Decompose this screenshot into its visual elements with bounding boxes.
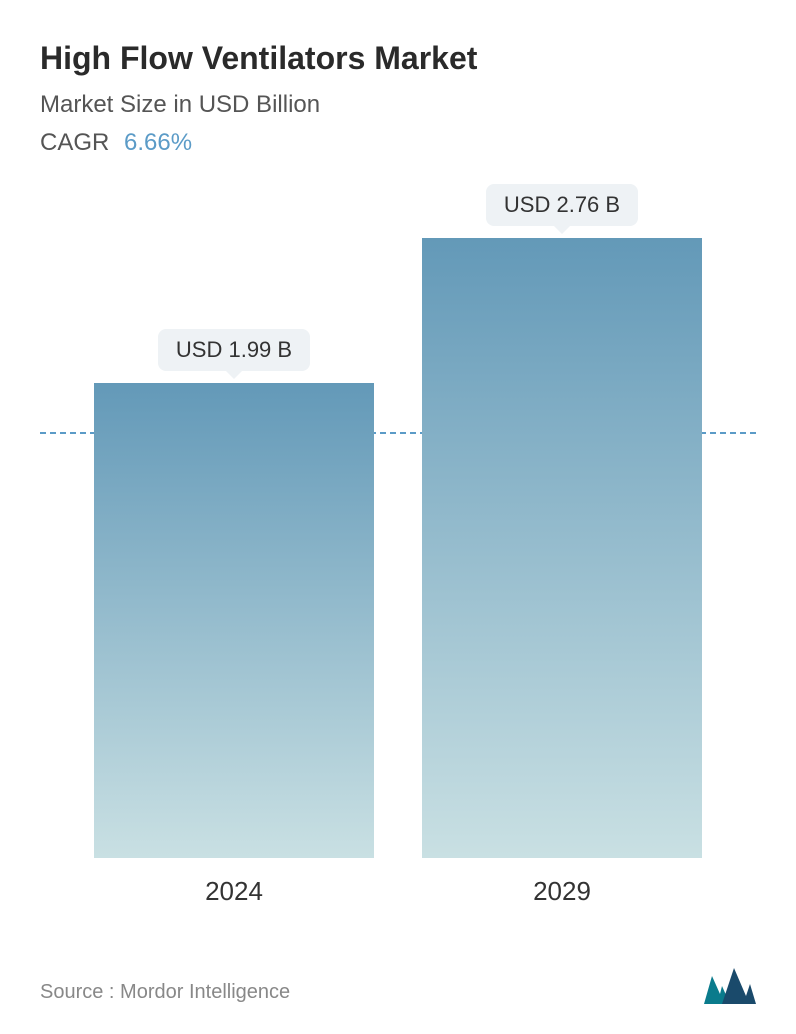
bar-group: USD 2.76 B 2029 — [422, 184, 702, 907]
bars-container: USD 1.99 B2024USD 2.76 B2029 — [40, 227, 756, 907]
bar-value-label: USD 2.76 B — [486, 184, 638, 226]
chart-area: USD 1.99 B2024USD 2.76 B2029 — [40, 227, 756, 907]
chart-title: High Flow Ventilators Market — [40, 40, 756, 77]
chart-footer: Source : Mordor Intelligence — [40, 966, 756, 1004]
mordor-logo-icon — [704, 966, 756, 1004]
cagr-value: 6.66% — [124, 129, 192, 156]
bar — [94, 383, 374, 858]
source-name: Mordor Intelligence — [120, 981, 290, 1003]
source-label: Source : — [40, 981, 114, 1003]
bar-group: USD 1.99 B 2024 — [94, 329, 374, 907]
bar-value-label: USD 1.99 B — [158, 329, 310, 371]
cagr-label: CAGR — [40, 129, 109, 156]
bar — [422, 238, 702, 858]
source-text: Source : Mordor Intelligence — [40, 981, 290, 1004]
chart-subtitle: Market Size in USD Billion — [40, 91, 756, 119]
bar-year-label: 2024 — [205, 876, 263, 907]
bar-year-label: 2029 — [533, 876, 591, 907]
cagr-row: CAGR 6.66% — [40, 129, 756, 157]
